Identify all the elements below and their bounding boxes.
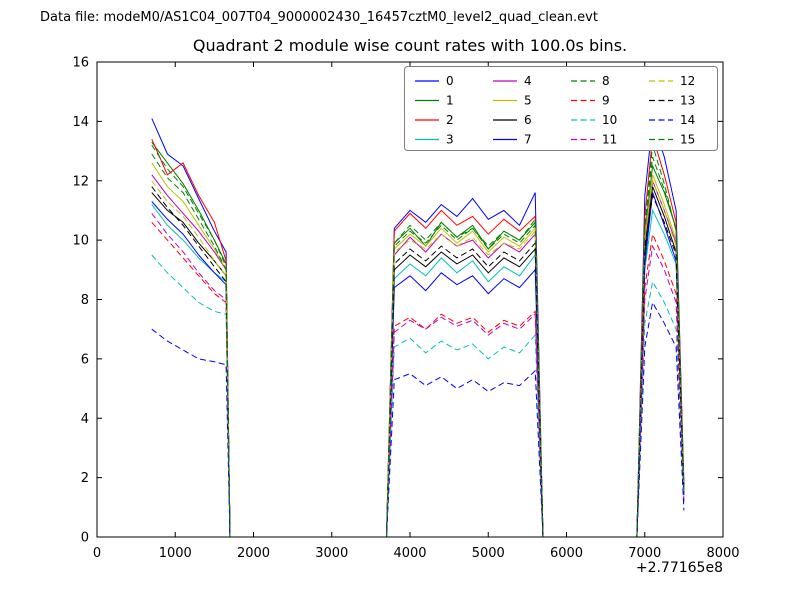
x-tick-label: 2000: [237, 546, 270, 561]
legend-entry: 13: [649, 94, 695, 108]
y-tick-label: 8: [81, 293, 89, 308]
legend-frame: [404, 66, 718, 151]
legend-entry: 15: [649, 133, 695, 147]
series-line-14: [151, 301, 685, 538]
x-tick-label: 7000: [628, 546, 661, 561]
y-tick-label: 14: [72, 115, 89, 130]
legend-entry: 2: [415, 113, 454, 127]
series-line-8: [151, 144, 685, 538]
chart-title: Quadrant 2 module wise count rates with …: [192, 36, 628, 55]
legend-entry: 11: [571, 133, 617, 147]
data-file-label: Data file: modeM0/AS1C04_007T04_90000024…: [40, 10, 598, 25]
legend-entry-label: 13: [680, 94, 695, 108]
series-line-0: [151, 118, 685, 538]
x-tick-label: 1000: [159, 546, 192, 561]
series-line-15: [151, 144, 685, 538]
legend-entry: 0: [415, 74, 454, 88]
legend-entry-label: 2: [446, 113, 454, 127]
legend-entry: 1: [415, 94, 454, 108]
legend-entry-label: 5: [524, 94, 532, 108]
legend-entry-label: 11: [602, 133, 617, 147]
series-line-2: [151, 136, 685, 538]
legend-entry: 12: [649, 74, 695, 88]
legend-entry: 4: [493, 74, 532, 88]
y-tick-label: 0: [81, 531, 89, 546]
legend-entry-label: 14: [680, 113, 695, 127]
series-line-12: [151, 178, 685, 538]
x-tick-label: 5000: [472, 546, 505, 561]
legend-entry-label: 6: [524, 113, 532, 127]
y-tick-label: 2: [81, 471, 89, 486]
series-line-13: [151, 186, 685, 538]
series-line-4: [151, 174, 685, 538]
legend-entry: 14: [649, 113, 695, 127]
y-tick-label: 16: [72, 56, 89, 71]
legend-entry-label: 7: [524, 133, 532, 147]
y-tick-label: 12: [72, 174, 89, 189]
x-tick-label: 8000: [706, 546, 739, 561]
x-tick-label: 0: [93, 546, 101, 561]
legend-entry: 8: [571, 74, 610, 88]
legend-entry: 7: [493, 133, 532, 147]
legend-entry-label: 15: [680, 133, 695, 147]
legend-entry-label: 1: [446, 94, 454, 108]
legend-entry: 3: [415, 133, 454, 147]
legend-entry: 6: [493, 113, 532, 127]
legend-entry: 5: [493, 94, 532, 108]
legend-entry-label: 9: [602, 94, 610, 108]
x-axis-offset-label: +2.77165e8: [635, 560, 723, 576]
legend-entry: 10: [571, 113, 617, 127]
series-line-11: [151, 213, 685, 538]
y-tick-label: 10: [72, 234, 89, 249]
series-line-9: [151, 221, 685, 538]
x-tick-label: 4000: [393, 546, 426, 561]
legend-entry-label: 4: [524, 74, 532, 88]
legend-entry-label: 3: [446, 133, 454, 147]
legend-entry-label: 12: [680, 74, 695, 88]
series-line-6: [151, 186, 685, 538]
legend-entry: 9: [571, 94, 610, 108]
series-line-1: [151, 141, 685, 538]
x-tick-label: 6000: [550, 546, 583, 561]
y-tick-label: 6: [81, 352, 89, 367]
legend-entry-label: 8: [602, 74, 610, 88]
x-tick-label: 3000: [315, 546, 348, 561]
legend-entry-label: 0: [446, 74, 454, 88]
series-line-10: [151, 254, 685, 538]
y-tick-label: 4: [81, 412, 89, 427]
series-line-5: [151, 162, 685, 538]
legend-entry-label: 10: [602, 113, 617, 127]
